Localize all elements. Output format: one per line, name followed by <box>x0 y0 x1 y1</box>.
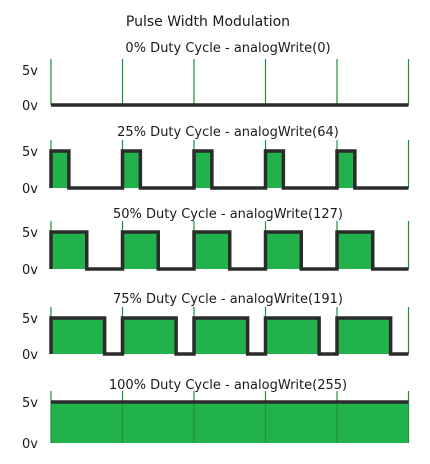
pulse-fill <box>265 151 284 188</box>
pwm-panel: 0% Duty Cycle - analogWrite(0) 5v 0v <box>22 41 410 114</box>
panel-label: 25% Duty Cycle - analogWrite(64) <box>117 125 339 140</box>
high-level-label: 5v <box>22 226 38 241</box>
pwm-panel: 100% Duty Cycle - analogWrite(255) 5v 0v <box>22 378 410 452</box>
pwm-panel: 25% Duty Cycle - analogWrite(64) 5v 0v <box>22 125 410 197</box>
low-level-label: 0v <box>22 348 38 363</box>
pulse-fill <box>51 151 69 188</box>
pulse-fill <box>122 151 141 188</box>
high-level-label: 5v <box>22 312 38 327</box>
high-level-label: 5v <box>22 145 38 160</box>
low-level-label: 0v <box>22 182 38 197</box>
low-level-label: 0v <box>22 99 38 114</box>
pwm-panel: 50% Duty Cycle - analogWrite(127) 5v 0v <box>22 207 410 278</box>
pulse-fill <box>194 232 230 269</box>
pulse-fill <box>337 402 409 443</box>
pwm-panel: 75% Duty Cycle - analogWrite(191) 5v 0v <box>22 292 410 363</box>
pulse-fill <box>51 402 123 443</box>
panel-label: 0% Duty Cycle - analogWrite(0) <box>125 41 330 56</box>
high-level-label: 5v <box>22 64 38 79</box>
panel-label: 50% Duty Cycle - analogWrite(127) <box>113 207 343 222</box>
pulse-fill <box>265 402 337 443</box>
pwm-signal-line <box>49 230 409 271</box>
low-level-label: 0v <box>22 263 38 278</box>
pulse-fill <box>194 151 212 188</box>
pulse-fill <box>337 318 391 354</box>
panel-label: 75% Duty Cycle - analogWrite(191) <box>113 292 343 307</box>
pulse-fill <box>265 318 320 354</box>
pwm-signal-line <box>49 316 409 356</box>
pulse-fill <box>122 232 159 269</box>
low-level-label: 0v <box>22 437 38 452</box>
pulse-fill <box>122 318 177 354</box>
pulse-fill <box>337 232 373 269</box>
panel-label: 100% Duty Cycle - analogWrite(255) <box>109 378 347 393</box>
pulse-fill <box>51 318 105 354</box>
pwm-signal-line <box>49 149 409 190</box>
diagram-title: Pulse Width Modulation <box>126 14 290 30</box>
pulse-fill <box>194 402 266 443</box>
pulse-fill <box>265 232 302 269</box>
pulse-fill <box>194 318 248 354</box>
pulse-fill <box>337 151 355 188</box>
pulse-fill <box>51 232 87 269</box>
high-level-label: 5v <box>22 396 38 411</box>
pulse-fill <box>122 402 194 443</box>
